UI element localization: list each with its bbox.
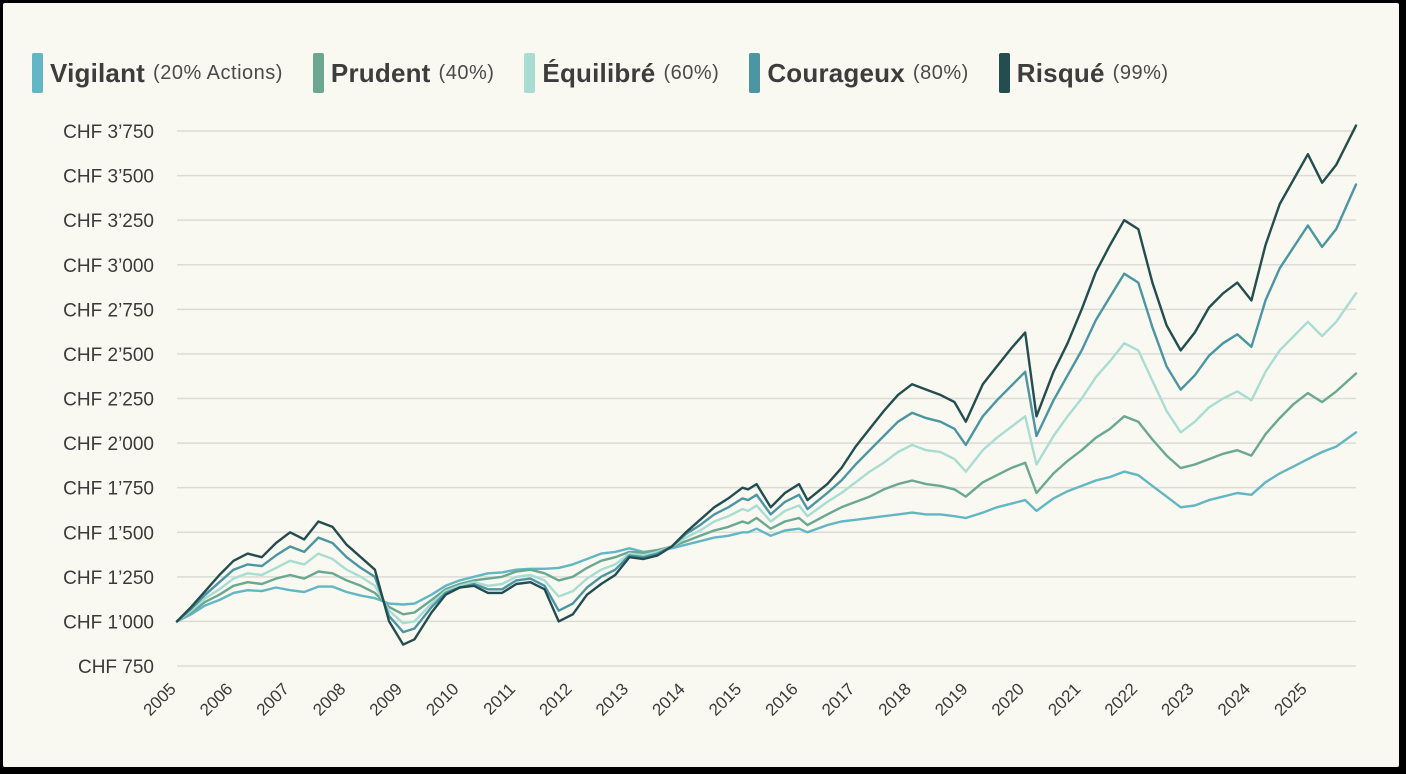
x-tick-label: 2019 bbox=[931, 679, 971, 719]
legend-item-risque: Risqué (99%) bbox=[998, 53, 1169, 93]
y-tick-label: CHF 3’500 bbox=[63, 167, 154, 188]
legend-swatch-equilibre bbox=[524, 53, 536, 93]
legend-item-equilibre: Équilibré (60%) bbox=[524, 53, 719, 93]
legend-sub: (99%) bbox=[1112, 61, 1169, 84]
y-tick-label: CHF 2’500 bbox=[63, 345, 154, 366]
legend-sub: (60%) bbox=[663, 61, 720, 84]
y-tick-label: CHF 3’000 bbox=[63, 256, 154, 277]
x-tick-label: 2018 bbox=[875, 679, 915, 719]
legend-name: Courageux bbox=[767, 57, 905, 88]
legend-sub: (80%) bbox=[912, 61, 969, 84]
legend-swatch-prudent bbox=[312, 53, 324, 93]
x-tick-label: 2009 bbox=[366, 679, 406, 719]
series-line-risque bbox=[175, 124, 1358, 646]
series-line-vigilant bbox=[175, 431, 1358, 623]
y-tick-label: CHF 3’250 bbox=[63, 211, 154, 232]
legend-swatch-courageux bbox=[749, 53, 761, 93]
x-tick-label: 2008 bbox=[309, 679, 349, 719]
legend-swatch-vigilant bbox=[32, 53, 43, 93]
x-tick-label: 2020 bbox=[988, 679, 1028, 719]
y-tick-label: CHF 3’750 bbox=[63, 122, 154, 143]
series-line-courageux bbox=[175, 183, 1358, 634]
legend: Vigilant (20% Actions) Prudent (40%) Équ… bbox=[32, 52, 1199, 94]
y-tick-label: CHF 2’000 bbox=[63, 434, 154, 455]
x-tick-label: 2015 bbox=[705, 679, 745, 719]
legend-sub: (20% Actions) bbox=[153, 61, 283, 84]
x-tick-label: 2021 bbox=[1044, 679, 1084, 719]
x-tick-label: 2017 bbox=[818, 679, 858, 719]
y-tick-label: CHF 750 bbox=[78, 657, 154, 678]
legend-name: Prudent bbox=[330, 57, 431, 88]
x-tick-label: 2011 bbox=[480, 679, 519, 718]
y-tick-label: CHF 1’250 bbox=[63, 568, 154, 589]
x-tick-label: 2006 bbox=[196, 679, 236, 719]
x-tick-label: 2010 bbox=[422, 679, 462, 719]
y-tick-label: CHF 1’000 bbox=[63, 612, 154, 633]
x-tick-label: 2014 bbox=[649, 679, 689, 719]
x-tick-label: 2022 bbox=[1101, 679, 1141, 719]
legend-sub: (40%) bbox=[438, 61, 495, 84]
x-tick-label: 2023 bbox=[1157, 679, 1197, 719]
y-tick-label: CHF 1’500 bbox=[63, 523, 154, 544]
y-tick-label: CHF 2’750 bbox=[63, 300, 154, 321]
x-tick-label: 2025 bbox=[1271, 679, 1311, 719]
legend-name: Risqué bbox=[1016, 57, 1105, 88]
y-tick-label: CHF 1’750 bbox=[63, 479, 154, 500]
legend-item-prudent: Prudent (40%) bbox=[312, 53, 495, 93]
x-tick-label: 2012 bbox=[535, 679, 575, 719]
legend-name: Vigilant bbox=[50, 57, 146, 88]
legend-item-courageux: Courageux (80%) bbox=[749, 53, 968, 93]
y-tick-label: CHF 2’250 bbox=[63, 390, 154, 411]
legend-item-vigilant: Vigilant (20% Actions) bbox=[32, 53, 283, 93]
x-tick-label: 2013 bbox=[592, 679, 632, 719]
legend-name: Équilibré bbox=[542, 57, 656, 88]
x-tick-label: 2007 bbox=[253, 679, 293, 719]
x-tick-label: 2016 bbox=[762, 679, 802, 719]
series-line-equilibre bbox=[175, 292, 1358, 625]
legend-swatch-risque bbox=[998, 53, 1010, 93]
series-line-prudent bbox=[175, 372, 1358, 623]
x-tick-label: 2005 bbox=[140, 679, 180, 719]
x-tick-label: 2024 bbox=[1214, 679, 1254, 719]
